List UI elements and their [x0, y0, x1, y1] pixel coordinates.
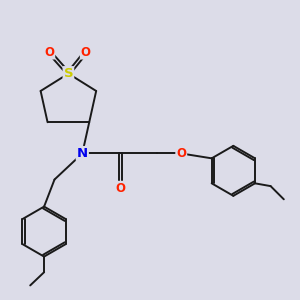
Text: O: O: [116, 182, 125, 195]
Text: S: S: [64, 67, 73, 80]
Text: O: O: [176, 147, 186, 160]
Text: O: O: [44, 46, 54, 59]
Text: N: N: [77, 147, 88, 160]
Text: O: O: [81, 46, 91, 59]
